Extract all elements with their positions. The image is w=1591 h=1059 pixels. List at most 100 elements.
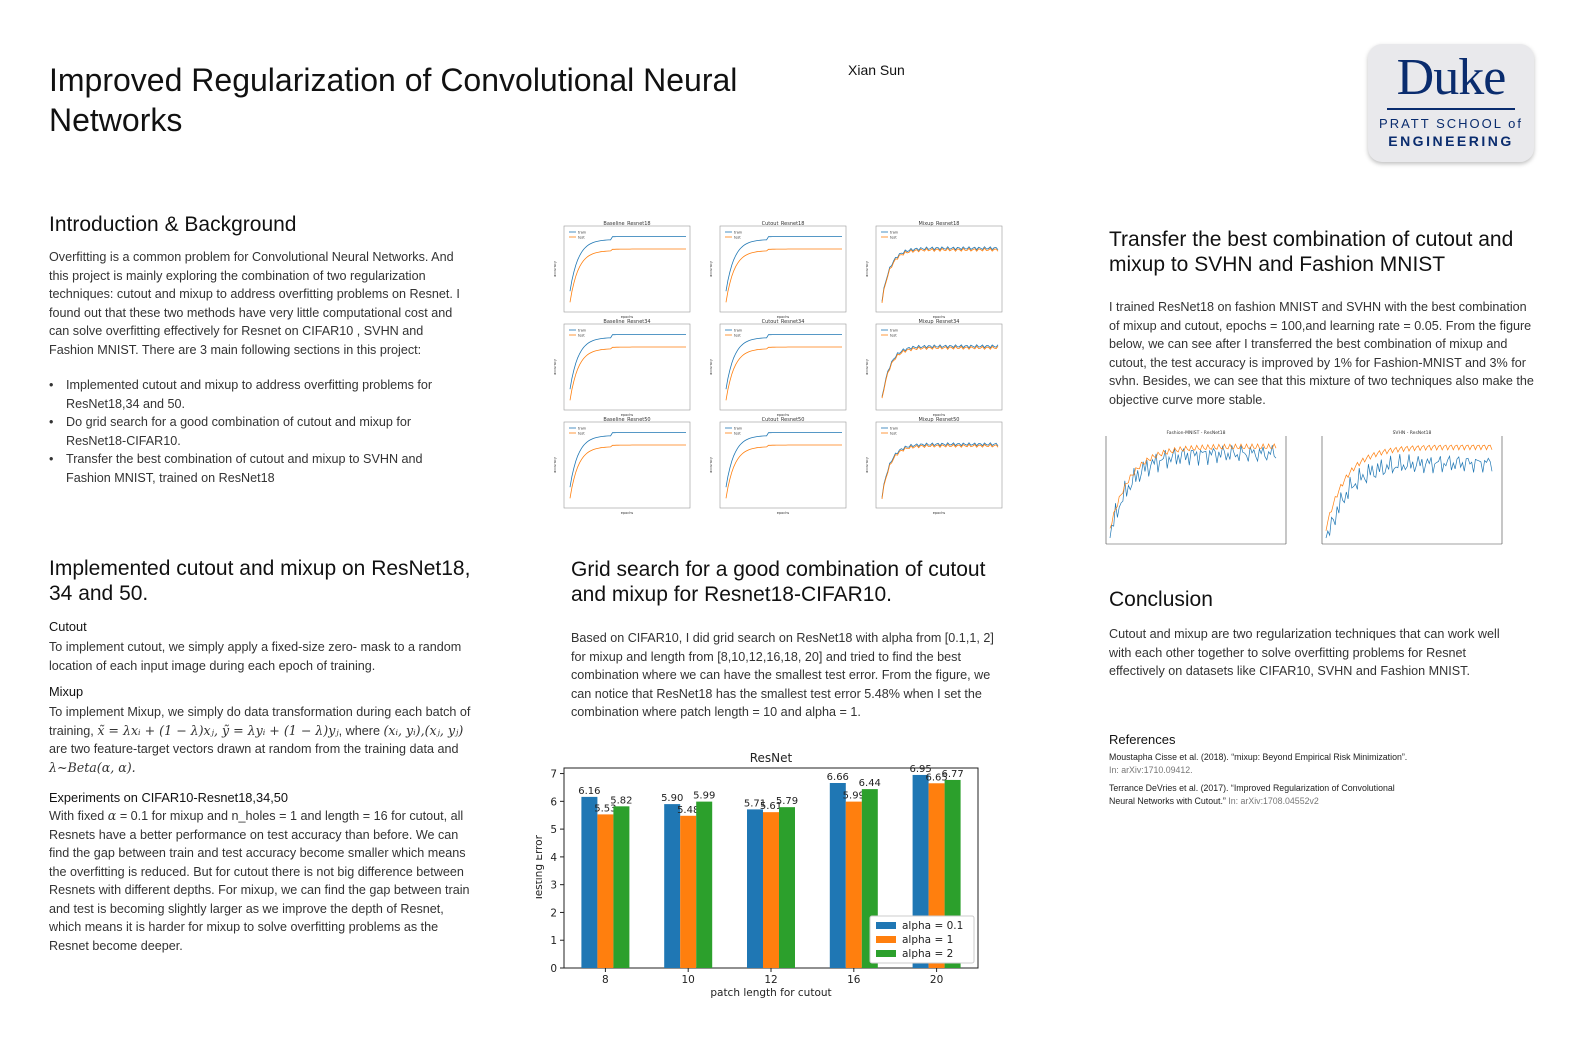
thumb-ylabel: accuracy: [709, 261, 713, 277]
thumb-title: Baseline_Resnet50: [603, 417, 650, 423]
thumb-title: Mixup_Resnet18: [918, 221, 959, 227]
bar: [597, 814, 614, 968]
thumb-title: Cutout_Resnet50: [762, 417, 805, 423]
bar: [613, 806, 630, 968]
thumb-curve-test: [881, 247, 999, 303]
mixup-pairs: (xᵢ, yᵢ),(xⱼ, yⱼ): [383, 722, 464, 738]
mixup-line2-pre: training,: [49, 723, 94, 738]
thumb-legend-label: test: [734, 334, 741, 338]
thumb-xlabel: epochs: [621, 315, 634, 319]
bar: [680, 815, 697, 968]
thumb-frame: [563, 323, 691, 411]
reference-link[interactable]: In: arXiv:1708.04552v2: [1228, 796, 1319, 806]
thumb-curve-test: [569, 248, 686, 303]
thumb-frame: [719, 323, 847, 411]
thumb-legend-label: train: [890, 427, 898, 431]
exp-pre: With fixed: [49, 809, 105, 823]
thumb-curve-test: [569, 346, 686, 401]
thumb-title: Baseline_Resnet34: [603, 319, 650, 325]
mixup-subtitle: Mixup: [49, 684, 84, 699]
mixup-beta: λ~Beta(α, α).: [49, 759, 136, 775]
thumb-xlabel: epochs: [777, 511, 790, 515]
bar-data-label: 6.44: [859, 778, 881, 789]
bar: [747, 809, 763, 968]
y-tick-label: 2: [550, 907, 557, 919]
bar-data-label: 5.99: [693, 791, 715, 802]
bar-data-label: 5.79: [776, 796, 798, 807]
logo-line2: ENGINEERING: [1388, 133, 1514, 149]
references-heading: References: [1109, 732, 1176, 747]
thumb-legend-label: test: [578, 334, 585, 338]
mixup-line3: are two feature-target vectors drawn at …: [49, 742, 459, 756]
thumb-curve-train: [725, 432, 842, 488]
bar: [696, 801, 713, 968]
training-curves-svg: Baseline_Resnet18traintestepochsaccuracy…: [553, 221, 1003, 515]
thumb-ylabel: accuracy: [553, 457, 557, 473]
y-tick-label: 1: [550, 935, 557, 947]
thumb-curve-test: [725, 248, 842, 303]
bar-data-label: 6.16: [578, 786, 600, 797]
bar: [779, 807, 795, 968]
reference-link[interactable]: In: arXiv:1710.09412.: [1109, 765, 1193, 775]
bar-data-label: 5.71: [744, 798, 766, 809]
legend-swatch: [876, 922, 896, 929]
experiments-text: With fixed α = 0.1 for mixup and n_holes…: [49, 807, 479, 955]
thumb-curve-train: [725, 236, 842, 292]
transfer-curve: [1325, 444, 1493, 531]
thumb-xlabel: epochs: [777, 413, 790, 417]
thumb-title: Mixup_Resnet50: [918, 417, 959, 423]
thumb-legend-label: train: [890, 231, 898, 235]
thumb-frame: [875, 323, 1003, 411]
thumb-legend-label: test: [890, 236, 897, 240]
references-list: Moustapha Cisse et al. (2018). “mixup: B…: [1109, 751, 1409, 808]
mixup-line2: training, x̃ = λxᵢ + (1 − λ)xⱼ, ỹ = λyᵢ …: [49, 722, 489, 741]
bar-data-label: 5.61: [760, 801, 782, 812]
thumb-curve-train: [569, 432, 686, 488]
grid-paragraph: Based on CIFAR10, I did grid search on R…: [571, 631, 994, 719]
grid-heading: Grid search for a good combination of cu…: [571, 558, 986, 606]
y-tick-label: 3: [550, 880, 557, 892]
transfer-plots: Fashion-MNIST - ResNet18 SVHN - ResNet18: [1098, 430, 1518, 560]
legend-label: alpha = 2: [902, 948, 953, 960]
thumb-curve-test: [725, 346, 842, 401]
bar-data-label: 5.53: [594, 803, 616, 814]
exp-alpha: α: [107, 808, 117, 823]
legend-label: alpha = 0.1: [902, 920, 963, 932]
legend-swatch: [876, 950, 896, 957]
thumb-legend-label: test: [890, 334, 897, 338]
author-name: Xian Sun: [848, 62, 905, 78]
thumb-legend-label: train: [578, 231, 586, 235]
intro-bullet: Transfer the best combination of cutout …: [49, 450, 470, 487]
thumb-frame: [563, 225, 691, 313]
thumb-xlabel: epochs: [933, 413, 946, 417]
grid-search-chart: ResNet 0 1 2 3 4 5 6 7 Testing Error 8 6.16 5.53 5.82…: [533, 751, 996, 1012]
thumb-curve-train: [725, 334, 842, 390]
x-tick-label: 20: [930, 974, 943, 986]
intro-bullet: Implemented cutout and mixup to address …: [49, 376, 470, 413]
thumb-ylabel: accuracy: [553, 359, 557, 375]
mixup-line2-mid: , where: [338, 723, 380, 738]
thumb-frame: [875, 225, 1003, 313]
exp-body: = 0.1 for mixup and n_holes = 1 and leng…: [49, 809, 470, 953]
transfer-curve: [1325, 454, 1493, 539]
thumb-xlabel: epochs: [933, 315, 946, 319]
mixup-text: To implement Mixup, we simply do data tr…: [49, 703, 489, 777]
thumb-curve-test: [725, 444, 842, 499]
bar: [581, 796, 598, 968]
transfer-curve: [1109, 445, 1277, 539]
thumb-legend-label: train: [578, 427, 586, 431]
reference-text: Terrance DeVries et al. (2017). “Improve…: [1109, 783, 1395, 806]
thumb-legend-label: train: [734, 329, 742, 333]
thumb-title: Mixup_Resnet34: [918, 319, 959, 325]
thumb-frame: [563, 421, 691, 509]
thumb-curve-train: [569, 334, 686, 390]
bar-data-label: 6.66: [827, 772, 849, 783]
bar-data-label: 5.48: [677, 805, 699, 816]
x-tick-label: 10: [682, 974, 695, 986]
duke-logo: Duke PRATT SCHOOL of ENGINEERING: [1368, 44, 1534, 162]
thumb-legend-label: train: [890, 329, 898, 333]
y-axis-label: Testing Error: [536, 834, 545, 902]
thumb-curve-train: [881, 442, 999, 498]
thumb-ylabel: accuracy: [865, 261, 869, 277]
intro-heading: Introduction & Background: [49, 213, 297, 236]
